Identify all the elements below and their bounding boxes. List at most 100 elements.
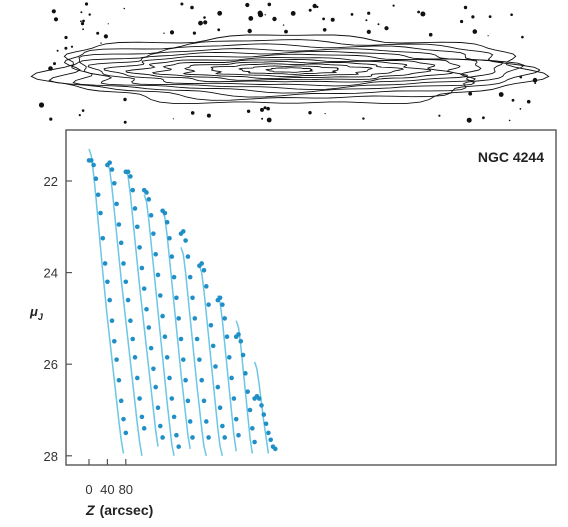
data-point <box>164 355 170 360</box>
contour-lines <box>30 34 550 105</box>
contour-speckle <box>70 45 74 48</box>
data-point <box>155 405 161 411</box>
y-axis-ticks: 22 24 26 28 <box>44 174 72 464</box>
contour-speckle <box>322 17 325 21</box>
data-point <box>139 414 145 420</box>
data-point <box>169 254 175 259</box>
contour-line <box>238 65 340 75</box>
contour-speckle <box>203 16 206 19</box>
data-point <box>148 345 154 351</box>
data-point <box>158 423 163 429</box>
data-point <box>192 316 198 321</box>
data-point <box>224 334 230 340</box>
data-point <box>105 279 110 285</box>
contour-speckle <box>472 29 478 34</box>
data-point <box>135 375 140 381</box>
data-point <box>118 398 124 404</box>
data-point <box>183 377 188 383</box>
contour-speckle <box>284 29 288 34</box>
contour-line <box>210 63 374 78</box>
data-point <box>151 366 156 372</box>
contour-speckle <box>460 19 464 24</box>
contour-speckle <box>257 10 263 16</box>
contour-speckle <box>350 13 354 16</box>
contour-speckle <box>526 99 531 104</box>
contour-speckle <box>123 7 126 10</box>
contour-speckle <box>51 9 56 14</box>
model-curve-8 <box>217 295 237 452</box>
contour-line <box>48 39 541 101</box>
data-point <box>125 169 131 175</box>
contour-speckle <box>53 17 59 22</box>
data-point <box>199 261 204 266</box>
data-point <box>123 430 129 436</box>
contour-speckle <box>488 15 492 18</box>
x-axis-unit: (arcsec) <box>100 502 154 518</box>
contour-line <box>265 67 314 73</box>
data-point <box>187 419 193 424</box>
data-point <box>116 222 122 227</box>
data-point <box>162 210 168 216</box>
contour-line <box>151 59 432 81</box>
contour-speckle <box>384 26 389 31</box>
data-point <box>98 210 103 216</box>
contour-speckle <box>245 2 250 8</box>
contour-speckle <box>330 17 335 22</box>
data-point <box>167 235 172 241</box>
model-curve-5 <box>161 210 191 450</box>
contour-speckle <box>392 4 395 7</box>
data-point <box>222 435 227 440</box>
contour-speckle <box>263 106 267 110</box>
data-point <box>190 435 195 440</box>
contour-speckles <box>38 2 538 124</box>
contour-speckle <box>428 32 433 37</box>
data-point <box>171 274 177 280</box>
contour-speckle <box>190 111 195 115</box>
data-point <box>141 426 147 431</box>
contour-speckle <box>163 32 165 34</box>
contour-line <box>182 61 405 80</box>
data-point <box>201 398 207 404</box>
data-point <box>137 245 142 250</box>
data-point <box>206 435 211 440</box>
data-point <box>240 352 246 358</box>
contour-speckle <box>247 28 252 34</box>
contour-speckle <box>482 116 485 120</box>
model-curve-1 <box>88 148 125 454</box>
contour-speckle <box>366 29 371 34</box>
data-point <box>169 396 175 401</box>
data-point <box>112 339 117 344</box>
contour-speckle <box>367 11 371 15</box>
data-point <box>123 279 129 285</box>
contour-speckle <box>49 117 53 121</box>
data-point <box>114 201 119 207</box>
data-point <box>222 316 227 321</box>
contour-speckle <box>511 98 515 102</box>
contour-speckle <box>100 42 102 44</box>
data-point <box>217 295 223 301</box>
contour-speckle <box>365 19 368 22</box>
contour-speckle <box>312 3 317 9</box>
data-point <box>102 261 108 266</box>
contour-speckle <box>203 20 208 25</box>
galaxy-contour-map <box>30 2 550 124</box>
model-curve-3 <box>125 169 159 447</box>
contour-speckle <box>438 114 441 117</box>
data-point <box>146 197 152 202</box>
data-point <box>153 384 158 390</box>
contour-line <box>79 48 504 94</box>
data-point <box>125 297 131 303</box>
data-point <box>197 357 202 362</box>
data-point <box>144 190 149 195</box>
model-curve-6 <box>180 247 208 456</box>
x-axis-label: Z (arcsec) <box>85 502 153 518</box>
data-point <box>158 293 163 298</box>
data-point <box>95 192 101 198</box>
data-points <box>86 158 278 452</box>
data-point <box>217 405 223 411</box>
contour-speckle <box>534 82 537 84</box>
contour-line <box>125 57 453 83</box>
data-point <box>245 389 250 394</box>
contour-speckle <box>487 35 489 37</box>
data-point <box>160 313 165 319</box>
